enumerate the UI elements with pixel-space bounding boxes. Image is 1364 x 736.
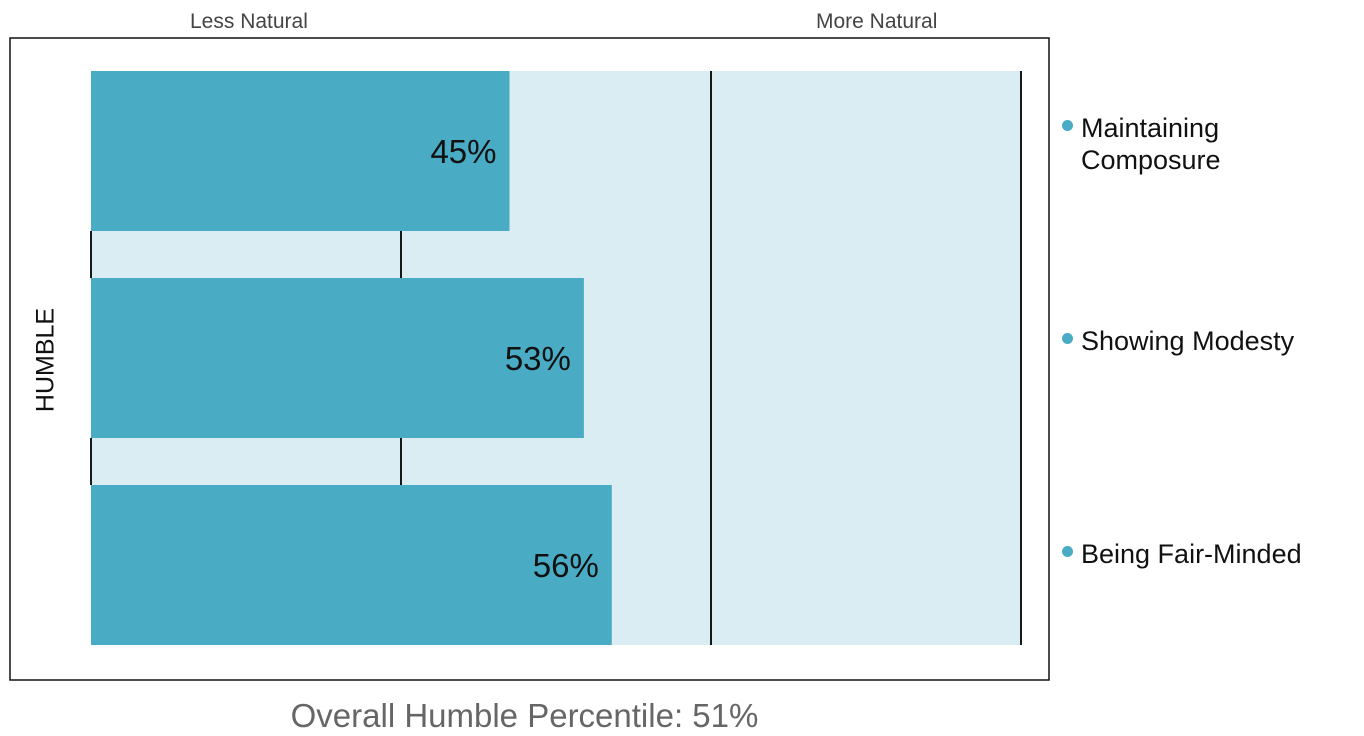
- value-label: 53%: [505, 340, 571, 377]
- legend-item-being-fair-minded: Being Fair-Minded: [1062, 538, 1302, 570]
- bar-showing-modesty: [91, 278, 584, 438]
- legend-label: Showing Modesty: [1081, 326, 1295, 356]
- bar-being-fair-minded: [91, 485, 612, 645]
- bar-maintaining-composure: [91, 71, 510, 231]
- overall-label: Overall Humble Percentile:: [290, 697, 684, 734]
- y-axis-label: HUMBLE: [31, 307, 60, 413]
- bullet-icon: [1062, 120, 1073, 132]
- overall-percentile: Overall Humble Percentile: 51%: [0, 697, 1049, 735]
- bullet-icon: [1062, 546, 1073, 558]
- value-label: 56%: [533, 547, 599, 584]
- axis-left-label: Less Natural: [190, 10, 308, 33]
- axis-right-label: More Natural: [816, 10, 938, 33]
- chart-frame: [9, 37, 1050, 681]
- legend-item-maintaining-composure: Maintaining Composure: [1062, 112, 1311, 176]
- overall-value: 51%: [692, 697, 759, 734]
- legend-label: Maintaining Composure: [1081, 113, 1221, 175]
- value-label: 45%: [430, 133, 496, 170]
- legend-label: Being Fair-Minded: [1081, 539, 1302, 569]
- bullet-icon: [1062, 333, 1073, 345]
- legend-item-showing-modesty: Showing Modesty: [1062, 325, 1294, 357]
